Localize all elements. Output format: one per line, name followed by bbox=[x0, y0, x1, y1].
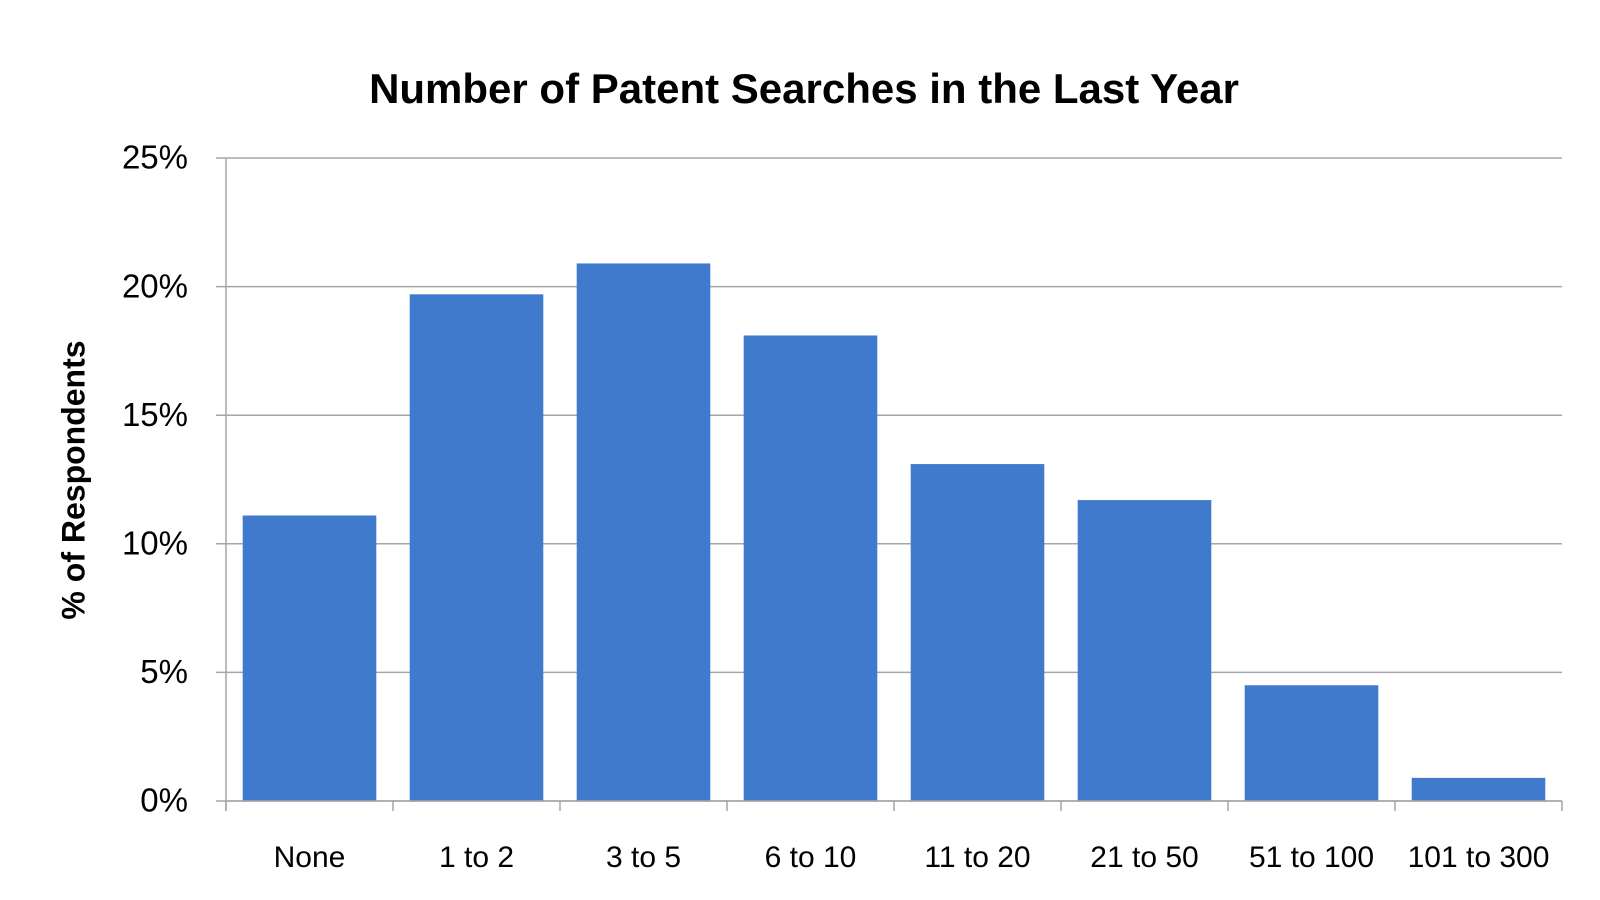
x-tick-label: 21 to 50 bbox=[1090, 841, 1198, 874]
y-tick-label: 15% bbox=[122, 396, 188, 433]
bar bbox=[243, 516, 377, 801]
y-tick-label: 0% bbox=[140, 782, 188, 819]
y-tick-label: 10% bbox=[122, 525, 188, 562]
x-tick-label: 11 to 20 bbox=[924, 841, 1030, 874]
x-tick-label: 51 to 100 bbox=[1249, 841, 1374, 874]
y-tick-label: 20% bbox=[122, 267, 188, 304]
y-tick-label: 25% bbox=[122, 139, 188, 176]
x-tick-label: None bbox=[274, 841, 346, 874]
bar bbox=[744, 335, 878, 801]
y-axis-label: % of Respondents bbox=[55, 340, 91, 619]
bar bbox=[1078, 500, 1212, 801]
bar bbox=[410, 294, 544, 801]
bar bbox=[1412, 778, 1546, 801]
bar bbox=[577, 263, 711, 801]
x-tick-label: 3 to 5 bbox=[606, 841, 681, 874]
x-tick-label: 101 to 300 bbox=[1408, 841, 1550, 874]
x-tick-label: 6 to 10 bbox=[765, 841, 857, 874]
y-tick-label: 5% bbox=[140, 653, 188, 690]
x-tick-label: 1 to 2 bbox=[439, 841, 514, 874]
bar bbox=[911, 464, 1045, 801]
bar bbox=[1245, 685, 1379, 801]
chart-title: Number of Patent Searches in the Last Ye… bbox=[369, 65, 1239, 112]
